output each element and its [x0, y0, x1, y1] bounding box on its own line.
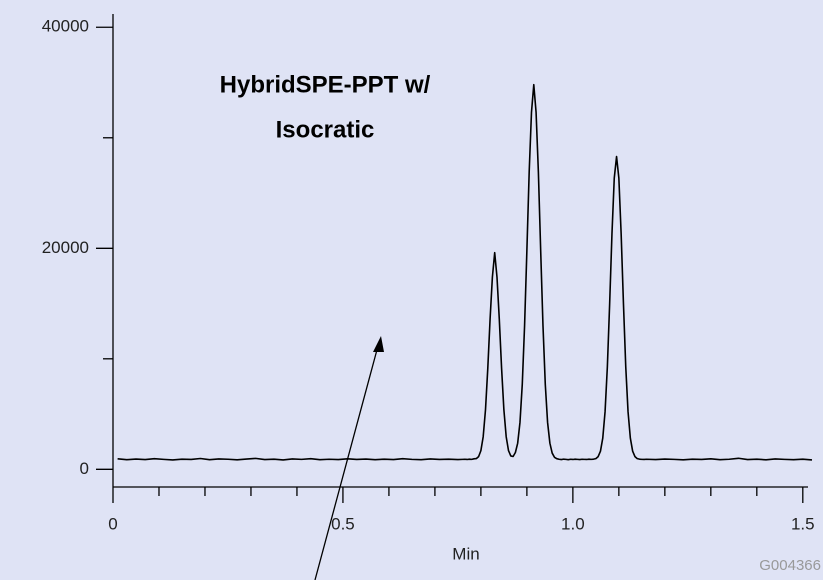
- x-tick-label: 1.0: [561, 514, 585, 533]
- chart-title: Isocratic: [276, 116, 375, 143]
- chromatogram-line: [117, 83, 813, 461]
- y-tick-label: 0: [80, 459, 89, 478]
- annotation-arrow: [314, 345, 379, 580]
- x-axis-label: Min: [452, 544, 479, 563]
- figure-code: G004366: [759, 557, 821, 574]
- chart-title: HybridSPE-PPT w/: [220, 71, 431, 98]
- x-tick-label: 1.5: [791, 514, 815, 533]
- y-tick-label: 40000: [42, 17, 89, 36]
- arrow-head: [373, 336, 384, 352]
- x-tick-label: 0: [108, 514, 117, 533]
- y-tick-label: 20000: [42, 238, 89, 257]
- x-tick-label: 0.5: [331, 514, 355, 533]
